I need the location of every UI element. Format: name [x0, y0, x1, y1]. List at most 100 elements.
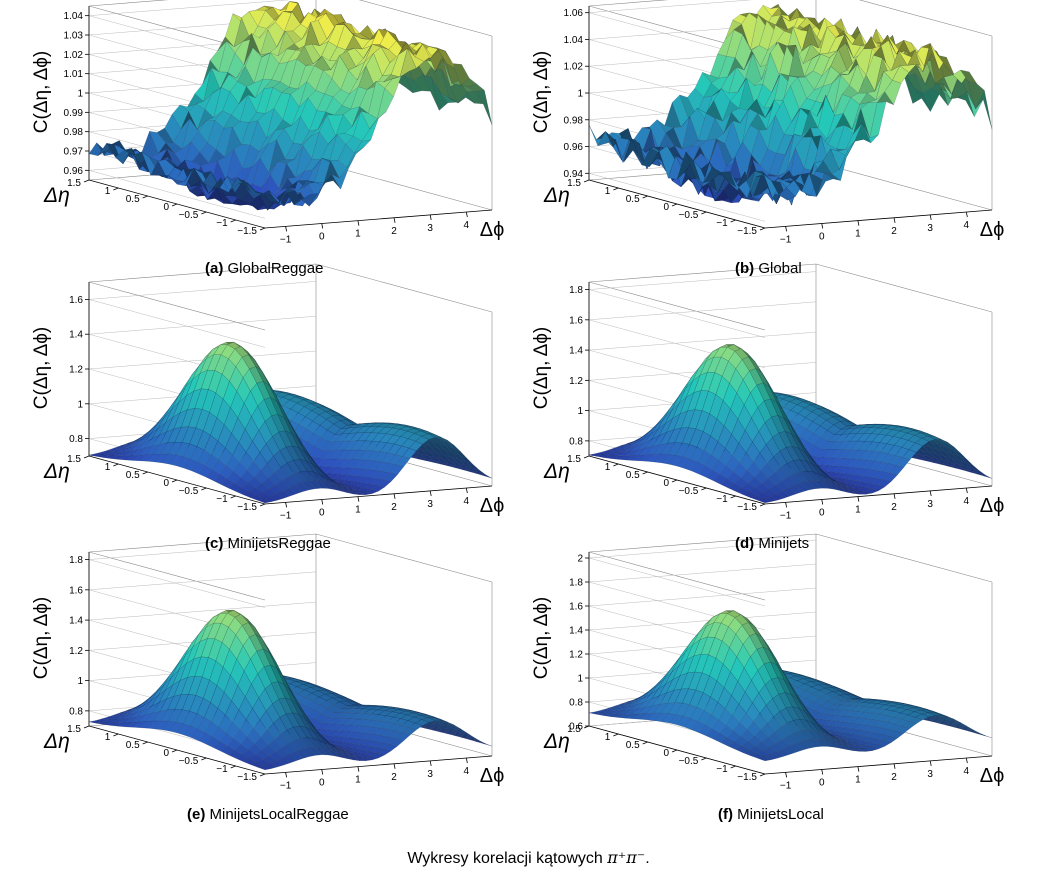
x-tick: [857, 220, 860, 226]
y-tick: [730, 495, 736, 499]
z-tick-label: 1.6: [569, 315, 583, 326]
surface-mesh: [588, 610, 993, 762]
z-tick-label: 1.01: [64, 69, 84, 80]
y-tick: [259, 227, 266, 231]
y-tick-label: −1.5: [737, 226, 757, 237]
z-tick-label: 1.8: [569, 285, 583, 296]
x-axis-line: [764, 485, 993, 505]
y-tick-label: 0.5: [626, 470, 640, 481]
x-axis-title: Δϕ: [980, 495, 1005, 517]
z-tick-label: 1.02: [564, 62, 584, 73]
x-tick-label: 1: [355, 229, 361, 240]
x-tick: [965, 757, 968, 764]
x-tick-label: −1: [780, 234, 792, 245]
surface-mesh: [88, 609, 493, 771]
y-tick-label: 1.5: [67, 178, 81, 189]
x-tick: [785, 772, 787, 778]
surface-plot-MinijetsLocalReggae: −1 0 1 2 3 41.510.50−0.5−1−1.50.811.21.41.61.…: [31, 533, 505, 791]
surface-plot-MinijetsReggae: −1 0 1 2 3 41.510.50−0.5−1−1.50.811.21.41.6C(…: [31, 263, 504, 521]
x-tick: [357, 220, 360, 226]
x-tick-label: 0: [819, 508, 825, 519]
x-tick: [857, 496, 860, 502]
x-tick: [893, 493, 896, 499]
y-tick: [113, 463, 119, 467]
y-tick-label: −1: [216, 218, 228, 229]
x-tick: [321, 769, 324, 775]
frame-top-edge: [588, 263, 993, 331]
x-tick-label: 2: [891, 772, 897, 783]
x-tick-label: 3: [927, 223, 933, 234]
y-tick-label: −1.5: [237, 226, 257, 237]
x-tick-label: 1: [355, 505, 361, 516]
y-tick-label: 0: [163, 748, 169, 759]
z-tick-label: 0.97: [64, 147, 84, 158]
x-tick: [821, 223, 824, 229]
y-tick: [83, 725, 90, 729]
y-tick-label: 0: [663, 202, 669, 213]
surface-mesh: [588, 344, 993, 504]
y-tick: [730, 219, 736, 223]
y-tick-label: 1.5: [567, 454, 581, 465]
y-tick-label: 0: [163, 478, 169, 489]
x-tick-label: 4: [464, 766, 470, 777]
y-axis-title: Δη: [43, 730, 70, 753]
x-tick: [785, 226, 787, 232]
x-tick-label: 3: [427, 769, 433, 780]
y-tick-label: −1.5: [237, 502, 257, 513]
y-tick-label: 1: [105, 462, 111, 473]
x-tick-label: 1: [855, 775, 861, 786]
surface-mesh: [88, 1, 493, 211]
y-tick: [642, 471, 648, 475]
z-tick-label: 0.98: [64, 127, 84, 138]
x-tick-label: 0: [819, 778, 825, 789]
y-tick: [201, 757, 207, 761]
x-tick: [465, 211, 468, 218]
y-tick-label: −0.5: [679, 210, 699, 221]
y-tick-label: 0: [663, 478, 669, 489]
x-tick-label: 4: [964, 496, 970, 507]
y-tick: [259, 773, 266, 777]
z-tick-label: 1: [577, 89, 583, 100]
y-tick-label: 1: [105, 732, 111, 743]
surface-plot-GlobalReggae: −1 0 1 2 3 41.510.50−0.5−1−1.50.960.970.980.9…: [31, 0, 504, 245]
y-axis-title: Δη: [543, 184, 570, 207]
x-tick-label: 2: [391, 772, 397, 783]
x-tick: [785, 502, 787, 508]
x-tick-label: −1: [780, 510, 792, 521]
y-tick-label: 0.5: [126, 194, 140, 205]
y-axis-title: Δη: [43, 460, 70, 483]
y-tick-label: −0.5: [679, 486, 699, 497]
x-tick: [285, 502, 287, 508]
z-tick-label: 1.04: [64, 11, 84, 22]
z-tick-label: 1.4: [69, 616, 83, 627]
y-tick: [142, 195, 148, 199]
y-tick-label: 0.5: [126, 740, 140, 751]
x-tick-label: 1: [855, 229, 861, 240]
surface-cell: [426, 727, 441, 733]
z-tick-label: 0.94: [564, 169, 584, 180]
x-tick: [465, 487, 468, 494]
surface-cell: [449, 97, 466, 104]
x-tick-label: −1: [280, 780, 292, 791]
surface-plot-Minijets: −1 0 1 2 3 41.510.50−0.5−1−1.50.811.21.41.61.…: [531, 263, 1005, 521]
y-tick: [759, 503, 766, 507]
x-axis-line: [264, 485, 493, 505]
y-tick: [613, 463, 619, 467]
y-tick-label: 0: [163, 202, 169, 213]
x-tick: [465, 757, 468, 764]
x-tick: [893, 217, 896, 223]
surface-cell: [419, 726, 434, 731]
y-tick-label: 1: [605, 186, 611, 197]
x-tick-label: −1: [280, 510, 292, 521]
surface-mesh: [88, 341, 493, 504]
x-tick-label: 0: [319, 232, 325, 243]
y-tick: [171, 479, 178, 483]
z-tick-label: 1: [77, 676, 83, 687]
x-tick: [393, 493, 396, 499]
y-tick: [759, 227, 766, 231]
x-tick: [893, 763, 896, 769]
x-tick-label: 4: [964, 766, 970, 777]
z-tick-label: 1: [577, 406, 583, 417]
x-axis-title: Δϕ: [480, 765, 505, 787]
